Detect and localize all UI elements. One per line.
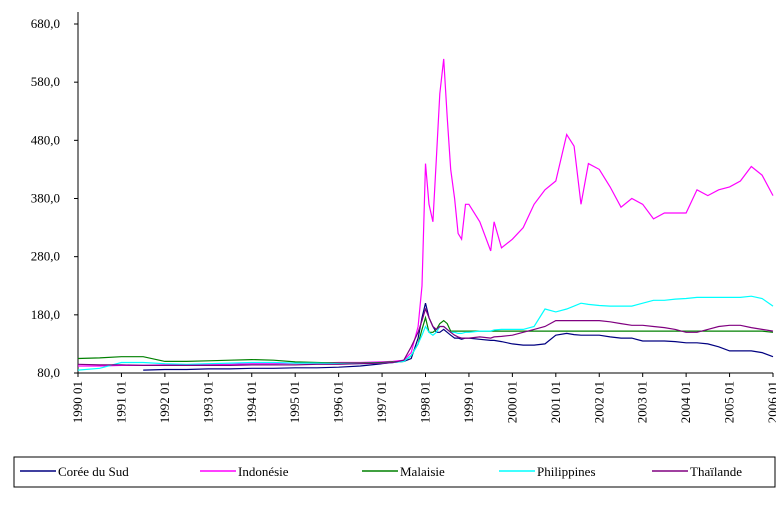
x-tick-label: 2005 01: [722, 381, 737, 423]
x-tick-label: 1998 01: [418, 381, 433, 423]
legend-box: [13, 456, 776, 488]
x-tick-label: 2002 01: [591, 381, 606, 423]
series-line: [77, 315, 774, 364]
legend-label: Thaïlande: [690, 464, 742, 479]
x-tick-label: 1995 01: [287, 381, 302, 423]
x-tick-label: 1997 01: [374, 381, 389, 423]
x-tick-label: 1996 01: [331, 381, 346, 423]
y-tick-label: 180,0: [31, 307, 60, 322]
legend-label: Indonésie: [238, 464, 289, 479]
legend-label: Philippines: [537, 464, 596, 479]
x-tick-label: 2000 01: [504, 381, 519, 423]
y-tick-label: 280,0: [31, 249, 60, 264]
x-tick-label: 1991 01: [113, 381, 128, 423]
y-tick-label: 680,0: [31, 16, 60, 31]
x-tick-label: 2003 01: [635, 381, 650, 423]
y-tick-label: 380,0: [31, 191, 60, 206]
x-tick-label: 1993 01: [200, 381, 215, 423]
legend-label: Malaisie: [400, 464, 445, 479]
x-tick-label: 2004 01: [678, 381, 693, 423]
y-tick-label: 580,0: [31, 74, 60, 89]
x-tick-label: 1990 01: [70, 381, 85, 423]
series-line: [77, 295, 774, 371]
y-tick-label: 80,0: [37, 365, 60, 380]
legend-label: Corée du Sud: [58, 464, 129, 479]
x-tick-label: 1994 01: [244, 381, 259, 423]
x-tick-label: 1992 01: [157, 381, 172, 423]
x-tick-label: 2001 01: [548, 381, 563, 423]
x-tick-label: 2006 01: [765, 381, 776, 423]
y-tick-label: 480,0: [31, 132, 60, 147]
series-line: [143, 303, 774, 371]
x-tick-label: 1999 01: [461, 381, 476, 423]
series-line: [77, 307, 774, 366]
